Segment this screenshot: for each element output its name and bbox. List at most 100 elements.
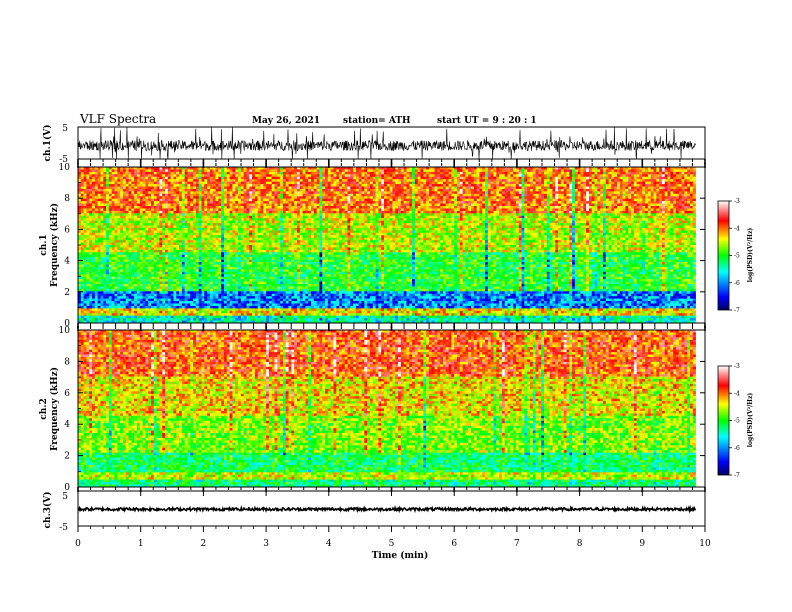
spectrogram-cell bbox=[238, 193, 242, 197]
spectrogram-cell bbox=[459, 188, 463, 192]
spectrogram-cell bbox=[195, 215, 200, 219]
spectrogram-cell bbox=[468, 203, 472, 207]
spectrogram-cell bbox=[692, 196, 696, 199]
spectrogram-cell bbox=[448, 169, 452, 173]
spectrogram-cell bbox=[302, 203, 306, 207]
spectrogram-cell bbox=[622, 201, 626, 204]
spectrogram-cell bbox=[184, 186, 188, 190]
spectrogram-cell bbox=[92, 167, 96, 170]
spectrogram-cell bbox=[381, 184, 385, 187]
spectrogram-cell bbox=[549, 193, 553, 197]
spectrogram-cell bbox=[339, 196, 343, 199]
spectrogram-cell bbox=[661, 198, 666, 202]
spectrogram-cell bbox=[504, 203, 508, 207]
spectrogram-cell bbox=[80, 176, 84, 180]
spectrogram-cell bbox=[187, 186, 191, 190]
spectrogram-cell bbox=[633, 191, 637, 195]
spectrogram-cell bbox=[462, 193, 466, 197]
spectrogram-cell bbox=[322, 186, 326, 190]
spectrogram-cell bbox=[252, 167, 256, 170]
spectrogram-cell bbox=[566, 181, 570, 185]
spectrogram-cell bbox=[400, 193, 404, 197]
spectrogram-cell bbox=[591, 201, 595, 204]
spectrogram-cell bbox=[139, 184, 143, 187]
spectrogram-cell bbox=[235, 203, 239, 207]
spectrogram-cell bbox=[398, 206, 402, 209]
spectrogram-cell bbox=[647, 210, 651, 214]
spectrogram-cell bbox=[515, 171, 520, 175]
spectrogram-cell bbox=[409, 198, 413, 202]
spectrogram-cell bbox=[656, 196, 660, 199]
spectrogram-cell bbox=[583, 176, 587, 180]
spectrogram-cell bbox=[302, 181, 306, 185]
spectrogram-cell bbox=[445, 198, 449, 202]
spectrogram-cell bbox=[445, 181, 449, 185]
spectrogram-cell bbox=[485, 198, 489, 202]
spectrogram-cell bbox=[162, 184, 166, 187]
spectrogram-cell bbox=[588, 198, 593, 202]
spectrogram-cell bbox=[462, 184, 466, 187]
spectrogram-cell bbox=[221, 181, 225, 185]
spectrogram-cell bbox=[574, 208, 578, 212]
spectrogram-cell bbox=[625, 215, 629, 219]
spectrogram-cell bbox=[114, 169, 118, 173]
spectrogram-cell bbox=[661, 174, 666, 178]
spectrogram-cell bbox=[159, 176, 163, 180]
spectrogram-cell bbox=[504, 186, 508, 190]
spectrogram-cell bbox=[577, 191, 581, 195]
spectrogram-cell bbox=[246, 191, 250, 195]
spectrogram-cell bbox=[193, 179, 197, 182]
spectrogram-cell bbox=[409, 184, 413, 187]
spectrogram-cell bbox=[212, 179, 216, 182]
spectrogram-cell bbox=[625, 186, 629, 190]
spectrogram-cell bbox=[296, 220, 301, 224]
spectrogram-cell bbox=[341, 188, 345, 192]
spectrogram-cell bbox=[549, 203, 553, 207]
spectrogram-cell bbox=[518, 210, 522, 214]
spectrogram-cell bbox=[468, 186, 472, 190]
spectrogram-cell bbox=[165, 220, 169, 224]
spectrogram-cell bbox=[611, 188, 615, 192]
spectrogram-cell bbox=[198, 181, 202, 185]
spectrogram-cell bbox=[468, 220, 472, 224]
spectrogram-cell bbox=[462, 196, 466, 199]
spectrogram-cell bbox=[218, 213, 222, 217]
spectrogram-cell bbox=[412, 210, 416, 214]
spectrogram-cell bbox=[381, 176, 385, 180]
spectrogram-cell bbox=[563, 193, 567, 197]
spectrogram-cell bbox=[661, 169, 666, 173]
spectrogram-cell bbox=[555, 210, 559, 214]
spectrogram-cell bbox=[215, 176, 219, 180]
spectrogram-cell bbox=[633, 218, 637, 221]
spectrogram-cell bbox=[577, 203, 581, 207]
spectrogram-cell bbox=[675, 210, 680, 214]
spectrogram-cell bbox=[454, 206, 458, 209]
spectrogram-cell bbox=[92, 193, 96, 197]
spectrogram-cell bbox=[313, 186, 317, 190]
spectrogram-cell bbox=[625, 174, 629, 178]
spectrogram-cell bbox=[353, 167, 357, 170]
spectrogram-cell bbox=[136, 171, 141, 175]
spectrogram-cell bbox=[479, 203, 483, 207]
spectrogram-cell bbox=[361, 181, 365, 185]
spectrogram-cell bbox=[198, 206, 202, 209]
spectrogram-cell bbox=[524, 179, 528, 182]
spectrogram-cell bbox=[375, 174, 379, 178]
spectrogram-cell bbox=[383, 171, 388, 175]
spectrogram-cell bbox=[142, 220, 146, 224]
spectrogram-cell bbox=[468, 218, 472, 221]
spectrogram-cell bbox=[420, 174, 424, 178]
spectrogram-cell bbox=[586, 203, 590, 207]
spectrogram-cell bbox=[114, 171, 118, 175]
spectrogram-cell bbox=[395, 206, 399, 209]
spectrogram-cell bbox=[622, 206, 626, 209]
spectrogram-cell bbox=[201, 206, 205, 209]
spectrogram-cell bbox=[369, 213, 374, 217]
spectrogram-cell bbox=[156, 203, 160, 207]
spectrogram-cell bbox=[167, 196, 171, 199]
spectrogram-cell bbox=[369, 179, 374, 182]
spectrogram-cell bbox=[527, 167, 531, 170]
spectrogram-cell bbox=[198, 215, 202, 219]
spectrogram-cell bbox=[594, 184, 598, 187]
spectrogram-cell bbox=[181, 188, 185, 192]
